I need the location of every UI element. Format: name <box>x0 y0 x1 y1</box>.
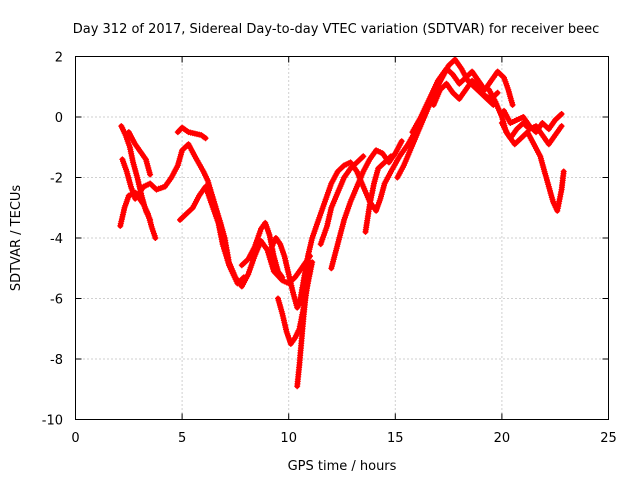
series-markers-track-4 <box>125 129 154 178</box>
y-tick-label: 0 <box>55 111 63 126</box>
x-tick-labels: 0 5 10 15 20 25 <box>71 431 616 446</box>
x-tick-label: 15 <box>387 431 404 446</box>
x-tick-label: 20 <box>494 431 511 446</box>
axis-ticks <box>75 56 609 420</box>
y-tick-label: 2 <box>55 51 63 66</box>
y-tick-label: -4 <box>50 232 63 247</box>
y-tick-label: -2 <box>50 172 63 187</box>
series-markers-track-6 <box>174 124 209 142</box>
series-markers-track-20 <box>501 107 565 136</box>
series-markers-track-10 <box>294 259 313 390</box>
series-markers-track-5 <box>177 183 247 287</box>
series-markers-track-17 <box>430 77 501 108</box>
series-markers-track-19 <box>498 120 567 214</box>
x-tick-label: 10 <box>280 431 297 446</box>
x-tick-label: 0 <box>71 431 79 446</box>
series-markers-track-7 <box>238 219 286 281</box>
series-markers-track-8 <box>268 235 301 311</box>
series-markers-track-11 <box>296 126 420 308</box>
chart-title: Day 312 of 2017, Sidereal Day-to-day VTE… <box>73 22 600 37</box>
series-markers-track-12 <box>317 153 367 248</box>
x-tick-label: 25 <box>600 431 617 446</box>
x-tick-label: 5 <box>178 431 186 446</box>
y-axis-label: SDTVAR / TECUs <box>9 185 24 292</box>
series-markers-track-13 <box>328 138 405 272</box>
series-markers-track-3 <box>118 123 154 223</box>
y-tick-labels: -10 -8 -6 -4 -2 0 2 <box>42 51 63 429</box>
y-tick-label: -6 <box>50 293 63 308</box>
x-axis-label: GPS time / hours <box>288 459 397 474</box>
y-tick-label: -10 <box>42 414 63 429</box>
series-markers-track-14 <box>362 153 394 235</box>
series-markers-track-16 <box>409 65 516 136</box>
y-tick-label: -8 <box>50 353 63 368</box>
data-series <box>117 56 567 390</box>
series-markers-track-15 <box>394 56 497 181</box>
